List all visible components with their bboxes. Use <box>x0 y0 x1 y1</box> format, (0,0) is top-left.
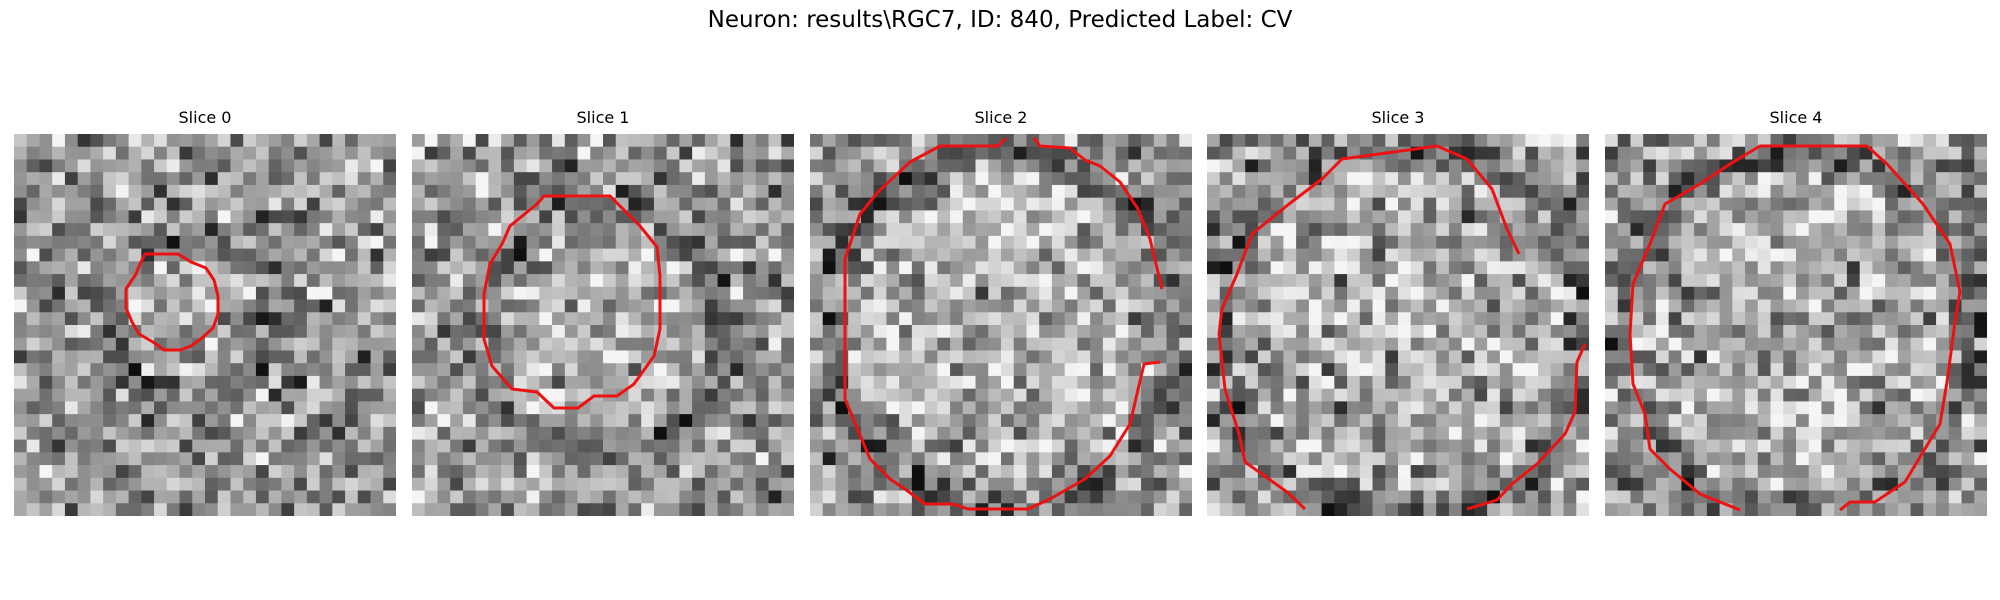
noise-pixels-2 <box>810 134 1192 516</box>
noise-pixels-0 <box>14 134 396 516</box>
slice-image-2 <box>810 134 1192 516</box>
contour-outline-2 <box>843 136 1161 511</box>
contour-outline-2b <box>1032 137 1164 290</box>
slice-title-2: Slice 2 <box>974 108 1028 127</box>
figure-title: Neuron: results\RGC7, ID: 840, Predicted… <box>707 7 1293 33</box>
slice-image-0 <box>14 134 396 516</box>
contour-outline-1 <box>482 194 662 410</box>
slice-title-3: Slice 3 <box>1371 108 1425 127</box>
noise-pixels-4 <box>1605 134 1987 516</box>
slice-image-3 <box>1207 134 1589 516</box>
contour-outline-3b <box>1466 343 1587 511</box>
contour-outline-0 <box>124 252 220 352</box>
noise-pixels-3 <box>1207 134 1589 516</box>
slice-image-1 <box>412 134 794 516</box>
slice-title-4: Slice 4 <box>1769 108 1823 127</box>
noise-pixels-1 <box>412 134 794 516</box>
slice-title-0: Slice 0 <box>178 108 232 127</box>
slice-image-4 <box>1605 134 1987 516</box>
slice-title-1: Slice 1 <box>576 108 630 127</box>
contour-outline-3 <box>1217 144 1521 511</box>
contour-outline-4 <box>1628 144 1962 512</box>
